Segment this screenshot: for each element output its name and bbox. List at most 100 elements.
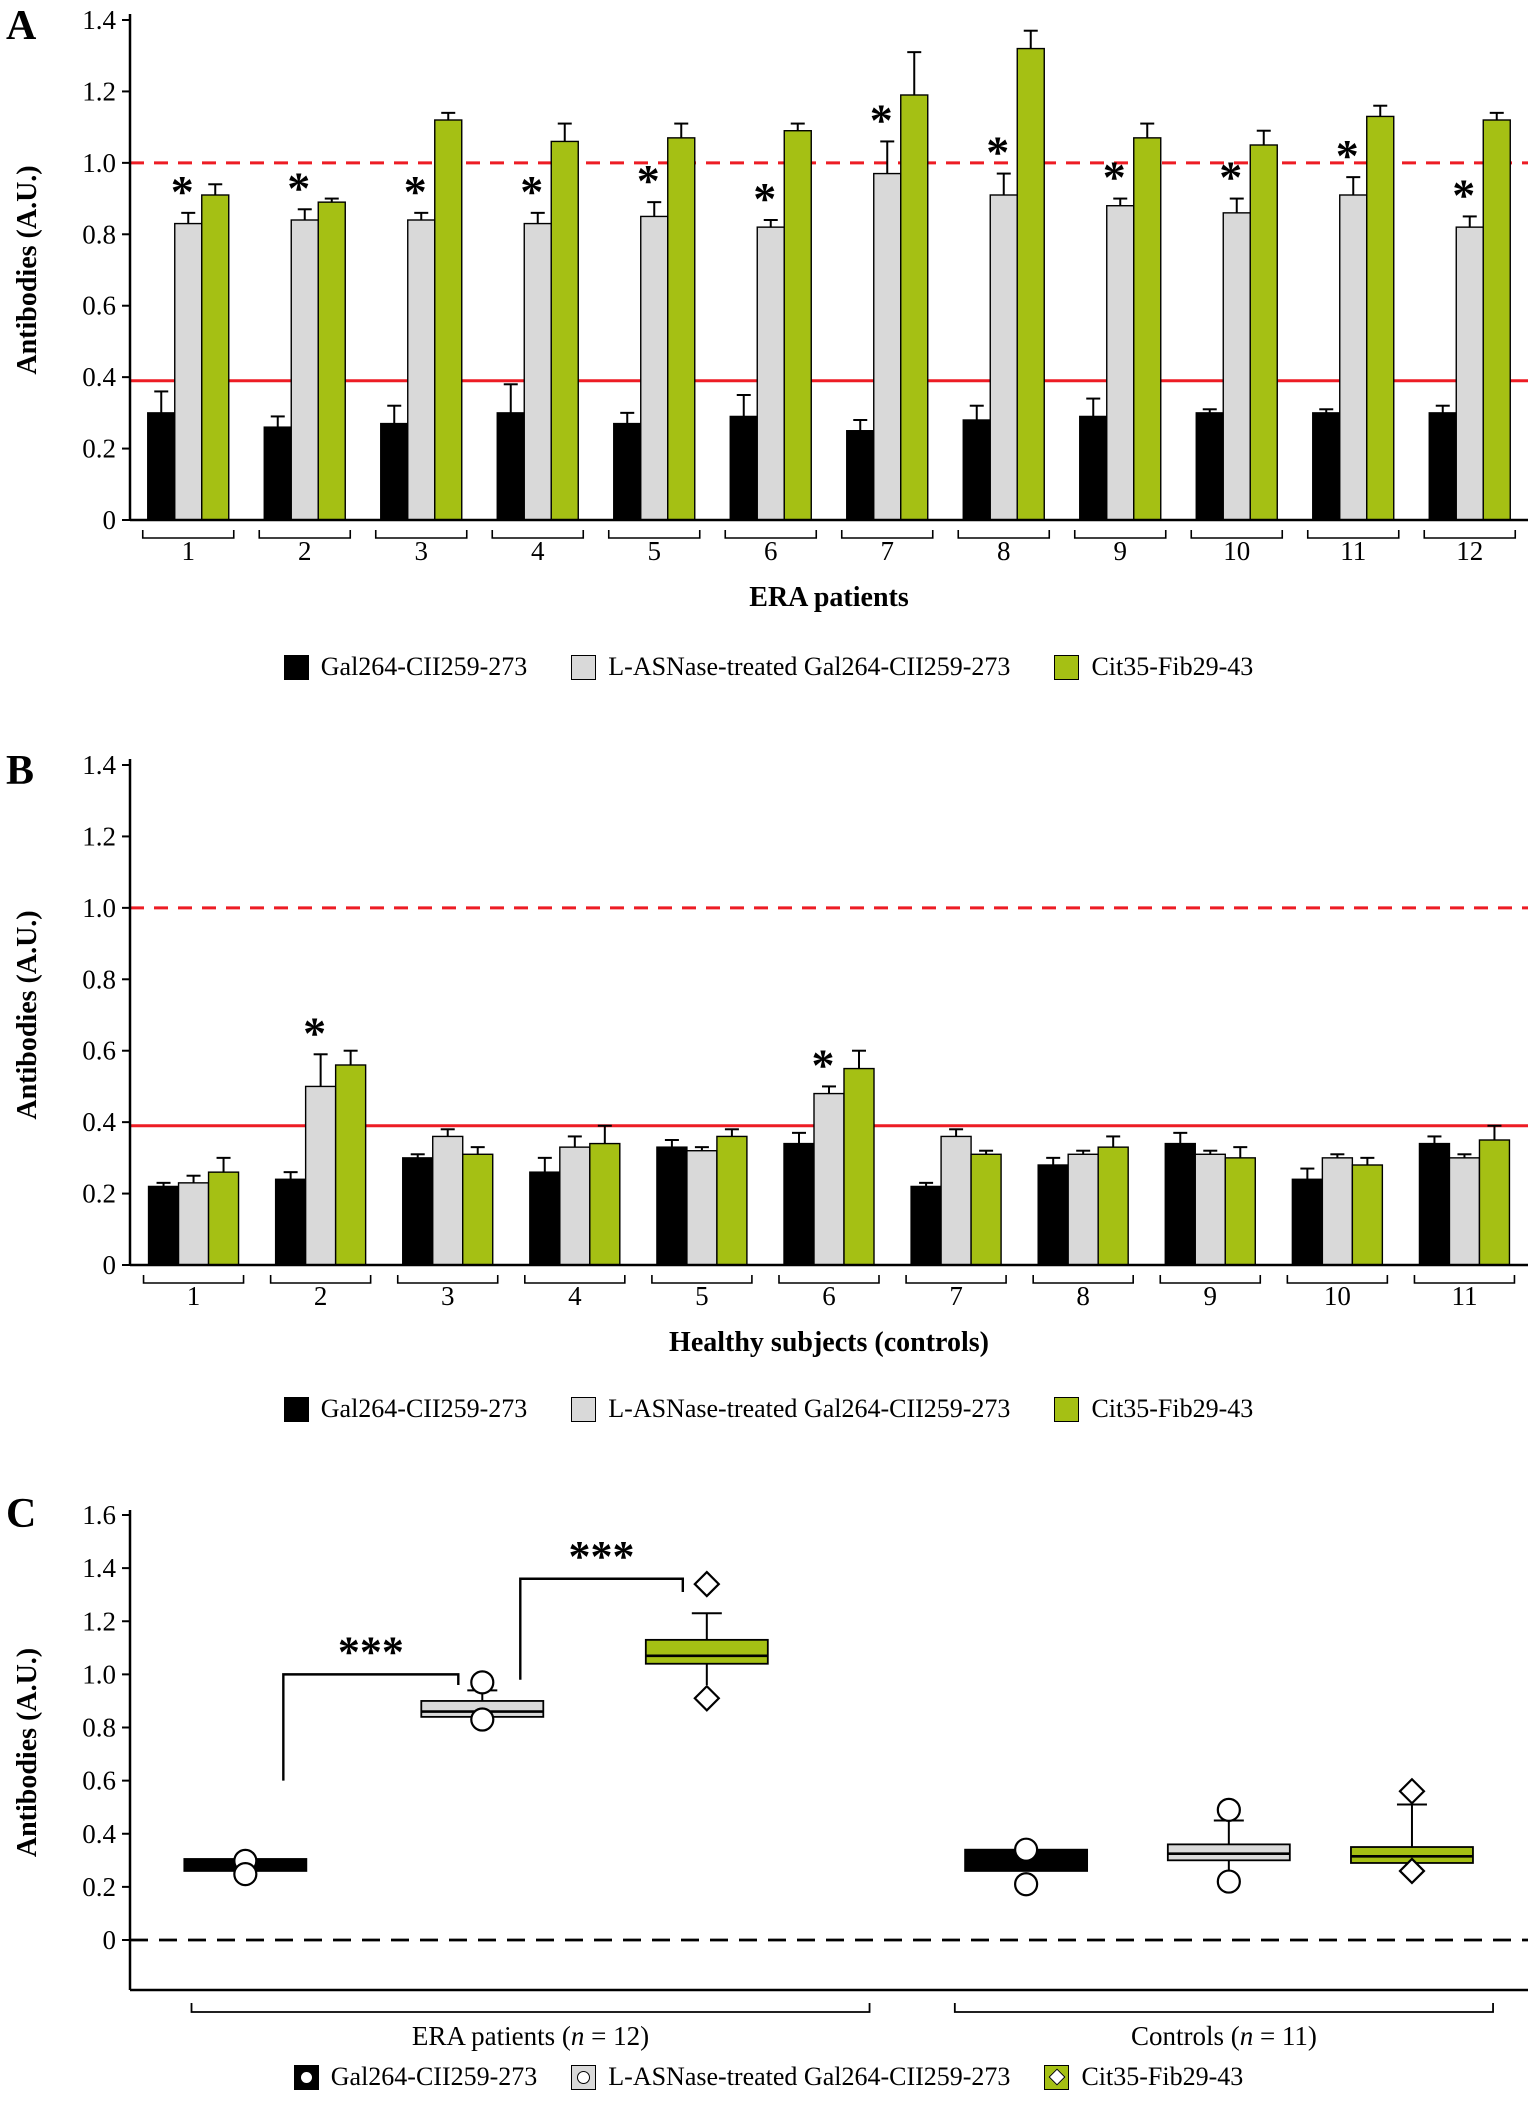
outlier-diamond [1398,1777,1426,1805]
bar [174,222,203,521]
bar [334,1064,367,1266]
group-label: ERA patients (n = 12) [412,2021,649,2051]
group-bracket [396,1275,499,1284]
significance-asterisk: * [1452,169,1475,220]
outlier-circle [1216,1869,1241,1894]
group-label: Controls (n = 11) [1131,2021,1317,2051]
group-bracket [778,1275,880,1284]
significance-asterisk: * [637,155,660,206]
bar [207,1171,240,1266]
y-tick-label: 0.6 [82,1036,116,1066]
significance-asterisk: * [171,166,194,217]
bar [1351,1164,1384,1266]
green-square-swatch [1054,1396,1080,1422]
legend-item-cit35: Cit35-Fib29-43 [1054,652,1253,682]
group-bracket [1159,1275,1262,1284]
category-label: 11 [1451,1281,1477,1311]
x-axis-title: Healthy subjects (controls) [669,1327,989,1358]
bar [1224,1157,1256,1266]
y-tick-label: 0.4 [82,1819,116,1849]
y-tick-label: 0.2 [82,1179,116,1209]
bar [1016,47,1045,521]
legend-item-cit35: Cit35-Fib29-43 [1044,2062,1243,2092]
black-square-circle-swatch [293,2064,319,2090]
bar [589,1142,621,1266]
y-tick-label: 0.6 [82,1766,116,1796]
category-label: 1 [187,1281,201,1311]
gray-square-circle-swatch [571,2064,597,2090]
category-label: 10 [1223,536,1250,566]
bar [147,412,176,521]
bar [667,137,696,521]
bar [1133,137,1162,521]
bar [1195,412,1224,521]
bar [1418,1142,1451,1266]
group-bracket [142,1275,245,1284]
category-label: 8 [1076,1281,1090,1311]
category-label: 6 [764,536,778,566]
legend-item-gal264: Gal264-CII259-273 [283,1394,527,1424]
legend-label: Gal264-CII259-273 [320,652,528,681]
bar [813,1092,845,1266]
bar [1339,194,1368,521]
significance-asterisk: * [1103,152,1126,203]
bar [1249,144,1278,521]
bar [177,1182,210,1266]
y-tick-label: 0 [103,505,117,535]
y-tick-label: 1.2 [82,1606,116,1636]
category-label: 8 [997,536,1011,566]
panel-b-label: B [6,748,35,794]
y-tick-label: 1.6 [82,1500,116,1530]
bar [1222,212,1251,521]
gray-square-swatch [571,1396,597,1422]
y-tick-label: 0 [103,1250,117,1280]
legend-item-asnase: L-ASNase-treated Gal264-CII259-273 [571,1394,1010,1424]
legend-label: Cit35-Fib29-43 [1091,652,1254,681]
legend-item-gal264: Gal264-CII259-273 [293,2062,538,2092]
bar [846,430,875,521]
bar [274,1178,307,1266]
category-label: 3 [441,1281,455,1311]
bar [1321,1157,1354,1266]
gray-square-swatch [571,654,597,680]
bar [559,1146,591,1266]
category-label: 10 [1324,1281,1351,1311]
legend-item-cit35: Cit35-Fib29-43 [1054,1394,1253,1424]
group-bracket [524,1275,626,1284]
significance-label: *** [338,1627,404,1676]
panel-c-box-plot: ERA patients (n = 12) Controls (n = 11) **… [12,1500,1528,2051]
group-bracket [1190,530,1284,539]
bar [407,219,436,521]
category-label: 2 [314,1281,328,1311]
group-bracket [607,530,701,539]
x-axis-title: ERA patients [749,582,909,613]
bar [1067,1153,1099,1266]
significance-asterisk: * [303,1007,326,1058]
group-bracket [1306,530,1400,539]
significance-asterisk: * [986,127,1009,178]
y-tick-label: 0.8 [82,1713,116,1743]
outlier-circle [470,1707,495,1732]
y-tick-label: 1.2 [82,821,116,851]
bar [1194,1153,1226,1266]
significance-label: *** [569,1532,635,1581]
panel-c-legend: Gal264-CII259-273 L-ASNase-treated Gal26… [0,2062,1537,2092]
legend-label: L-ASNase-treated Gal264-CII259-273 [608,1394,1011,1423]
bar [432,1135,464,1266]
y-tick-label: 0 [103,1925,117,1955]
bar [523,222,552,521]
y-tick-label: 1.0 [82,1659,116,1689]
legend-item-gal264: Gal264-CII259-273 [283,652,528,682]
outlier-diamond [693,1684,721,1712]
outlier-circle [1216,1797,1241,1822]
y-tick-label: 1.4 [82,750,116,780]
bar [317,201,346,521]
legend-item-asnase: L-ASNase-treated Gal264-CII259-273 [571,2062,1010,2092]
circle-marker-icon [577,2070,591,2084]
bar [550,140,579,521]
bar [1478,1139,1511,1266]
category-label: 5 [648,536,662,566]
bar [873,172,902,521]
legend-label: Gal264-CII259-273 [330,2062,538,2091]
y-tick-label: 0.8 [82,964,116,994]
